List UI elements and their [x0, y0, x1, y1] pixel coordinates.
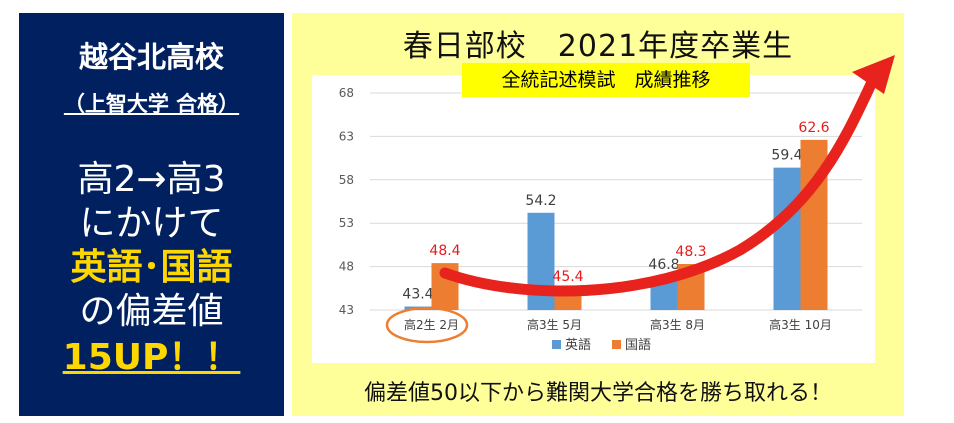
bar: [527, 212, 555, 310]
x-tick-label: 高2生 2月: [404, 317, 459, 332]
legend-label: 英語: [565, 337, 591, 353]
legend-swatch: [612, 340, 621, 349]
x-tick-label: 高3生 5月: [527, 317, 582, 332]
headline-line-5: 15UP！！: [62, 337, 241, 378]
bar: [800, 139, 828, 310]
y-tick-label: 68: [339, 86, 354, 100]
bar-chart: 43 48 53 58 63 68 43.4 48.4 高2生 2月 54.2 45.4 高3生 5月…: [339, 86, 862, 353]
data-label: 59.4: [771, 148, 802, 164]
y-tick-label: 63: [339, 129, 354, 143]
headline-line-1: 高2→高3: [77, 159, 226, 200]
data-label: 43.4: [402, 287, 433, 303]
bar: [554, 289, 582, 310]
headline-line-4: の偏差値: [79, 291, 224, 332]
bar: [677, 263, 705, 310]
headline-line-2: にかけて: [79, 203, 224, 244]
bar: [431, 263, 459, 310]
footer-message: 偏差値50以下から難関大学合格を勝ち取れる！: [364, 381, 832, 406]
bar: [404, 306, 432, 310]
school-name: 越谷北高校: [78, 40, 224, 74]
y-tick-label: 53: [339, 216, 354, 230]
y-tick-label: 58: [339, 173, 354, 187]
data-label: 45.4: [552, 269, 583, 285]
legend-swatch: [552, 340, 561, 349]
y-tick-label: 43: [339, 303, 354, 317]
data-label: 48.3: [675, 244, 706, 260]
data-label: 54.2: [525, 193, 556, 209]
data-label: 48.4: [429, 243, 460, 259]
x-tick-label: 高3生 8月: [650, 317, 705, 332]
left-panel: [19, 13, 284, 416]
bar: [773, 167, 801, 310]
page-title: 春日部校 2021年度卒業生: [402, 29, 794, 64]
acceptance-label: （上智大学 合格）: [63, 92, 240, 116]
data-label: 62.6: [798, 120, 829, 136]
bar: [650, 277, 678, 310]
x-tick-label: 高3生 10月: [769, 317, 832, 332]
chart-title: 全統記述模試 成績推移: [462, 63, 750, 97]
y-tick-label: 48: [339, 260, 354, 274]
chart-area: 43 48 53 58 63 68 43.4 48.4 高2生 2月 54.2 45.4 高3生 5月…: [312, 75, 875, 363]
legend-label: 国語: [625, 337, 651, 353]
headline-line-3: 英語･国語: [70, 247, 233, 288]
